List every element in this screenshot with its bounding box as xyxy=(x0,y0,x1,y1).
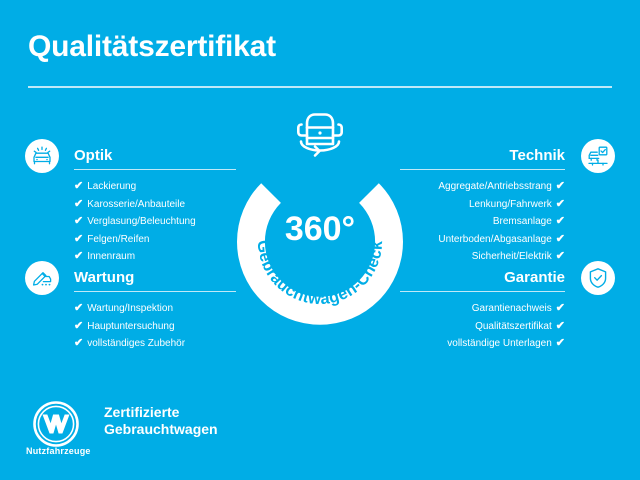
check-icon: ✔ xyxy=(74,180,84,192)
badge-360-gebrauchtwagen-check: Gebrauchtwagen-Check 360° xyxy=(228,113,412,334)
pen-service-icon xyxy=(25,261,59,295)
car-lift-checklist-icon xyxy=(581,139,615,173)
check-icon: ✔ xyxy=(74,197,84,210)
check-icon: ✔ xyxy=(74,215,84,227)
list-item: Aggregate/Antriebsstrang ✔ xyxy=(400,178,565,196)
list-item: ✔ Wartung/Inspektion xyxy=(74,300,236,318)
list-item: Garantienachweis ✔ xyxy=(400,300,565,318)
list-item: ✔ Hauptuntersuchung xyxy=(74,318,236,336)
list-item-label: Garantienachweis xyxy=(471,303,552,314)
check-icon: ✔ xyxy=(74,302,84,314)
check-icon: ✔ xyxy=(555,232,565,245)
check-icon: ✔ xyxy=(555,302,565,314)
ring-shape xyxy=(237,183,403,325)
check-icon: ✔ xyxy=(74,250,84,262)
car-shine-icon xyxy=(25,139,59,173)
check-icon: ✔ xyxy=(555,337,565,349)
vw-logo-icon xyxy=(33,401,79,447)
section-technik-title: Technik xyxy=(509,147,565,164)
list-item-label: Innenraum xyxy=(87,251,136,262)
list-item-label: vollständige Unterlagen xyxy=(447,338,552,349)
section-garantie-list: Garantienachweis ✔ Qualitätszertifikat ✔ v… xyxy=(400,300,565,353)
section-wartung: Wartung ✔ Wartung/Inspektion ✔ Hauptunters… xyxy=(74,262,236,353)
page-title: Qualitätszertifikat xyxy=(28,30,276,63)
check-icon: ✔ xyxy=(74,232,84,245)
list-item: Lenkung/Fahrwerk ✔ xyxy=(400,196,565,214)
section-garantie: Garantie Garantienachweis ✔ Qualitätszert… xyxy=(400,262,565,353)
check-icon: ✔ xyxy=(555,197,565,210)
check-icon: ✔ xyxy=(555,180,565,192)
section-optik: Optik ✔ Lackierung ✔ Karosserie/Anbauteile… xyxy=(74,140,236,266)
list-item-label: Lenkung/Fahrwerk xyxy=(468,198,552,210)
section-garantie-header: Garantie xyxy=(400,262,565,292)
section-technik-header: Technik xyxy=(400,140,565,170)
list-item: vollständige Unterlagen ✔ xyxy=(400,335,565,353)
footer-claim-line1: Zertifizierte xyxy=(104,404,180,420)
footer-claim: Zertifizierte Gebrauchtwagen xyxy=(104,404,218,438)
check-icon: ✔ xyxy=(555,319,565,332)
vw-sublabel: Nutzfahrzeuge xyxy=(26,446,91,456)
check-icon: ✔ xyxy=(555,215,565,227)
check-icon: ✔ xyxy=(74,337,84,349)
list-item-label: Felgen/Reifen xyxy=(87,233,150,245)
section-garantie-divider xyxy=(400,291,565,292)
badge-center-text: 360° xyxy=(284,210,356,248)
footer-claim-line2: Gebrauchtwagen xyxy=(104,421,218,437)
section-garantie-title: Garantie xyxy=(504,269,565,286)
section-optik-divider xyxy=(74,169,236,170)
section-wartung-list: ✔ Wartung/Inspektion ✔ Hauptuntersuchung ✔… xyxy=(74,300,236,353)
list-item-label: Hauptuntersuchung xyxy=(87,320,175,332)
section-optik-list: ✔ Lackierung ✔ Karosserie/Anbauteile ✔ Verg… xyxy=(74,178,236,266)
list-item: ✔ Verglasung/Beleuchtung xyxy=(74,213,236,231)
list-item-label: Bremsanlage xyxy=(492,216,552,227)
list-item: ✔ Felgen/Reifen xyxy=(74,231,236,249)
list-item-label: vollständiges Zubehör xyxy=(87,338,186,349)
section-wartung-divider xyxy=(74,291,236,292)
list-item: ✔ vollständiges Zubehör xyxy=(74,335,236,353)
list-item-label: Sicherheit/Elektrik xyxy=(471,251,552,262)
list-item: ✔ Karosserie/Anbauteile xyxy=(74,196,236,214)
list-item-label: Wartung/Inspektion xyxy=(87,303,174,314)
section-wartung-header: Wartung xyxy=(74,262,236,292)
vw-wordmark xyxy=(42,414,70,434)
shield-check-icon xyxy=(581,261,615,295)
car-360-rotate-icon xyxy=(297,113,343,157)
list-item: ✔ Innenraum xyxy=(74,248,236,266)
section-technik: Technik Aggregate/Antriebsstrang ✔ Lenkun… xyxy=(400,140,565,266)
check-icon: ✔ xyxy=(555,250,565,262)
list-item: Qualitätszertifikat ✔ xyxy=(400,318,565,336)
list-item-label: Unterboden/Abgasanlage xyxy=(438,233,552,245)
list-item-label: Lackierung xyxy=(87,181,137,192)
section-wartung-title: Wartung xyxy=(74,269,135,286)
section-optik-header: Optik xyxy=(74,140,236,170)
badge-ring: Gebrauchtwagen-Check xyxy=(237,183,403,325)
section-optik-title: Optik xyxy=(74,147,113,164)
section-technik-divider xyxy=(400,169,565,170)
header-divider xyxy=(28,86,612,88)
list-item: Bremsanlage ✔ xyxy=(400,213,565,231)
list-item-label: Verglasung/Beleuchtung xyxy=(87,216,196,227)
list-item-label: Karosserie/Anbauteile xyxy=(87,198,186,210)
list-item: Unterboden/Abgasanlage ✔ xyxy=(400,231,565,249)
list-item: ✔ Lackierung xyxy=(74,178,236,196)
check-icon: ✔ xyxy=(74,319,84,332)
list-item-label: Qualitätszertifikat xyxy=(475,320,552,332)
list-item-label: Aggregate/Antriebsstrang xyxy=(438,181,552,192)
list-item: Sicherheit/Elektrik ✔ xyxy=(400,248,565,266)
section-technik-list: Aggregate/Antriebsstrang ✔ Lenkung/Fahrwe… xyxy=(400,178,565,266)
